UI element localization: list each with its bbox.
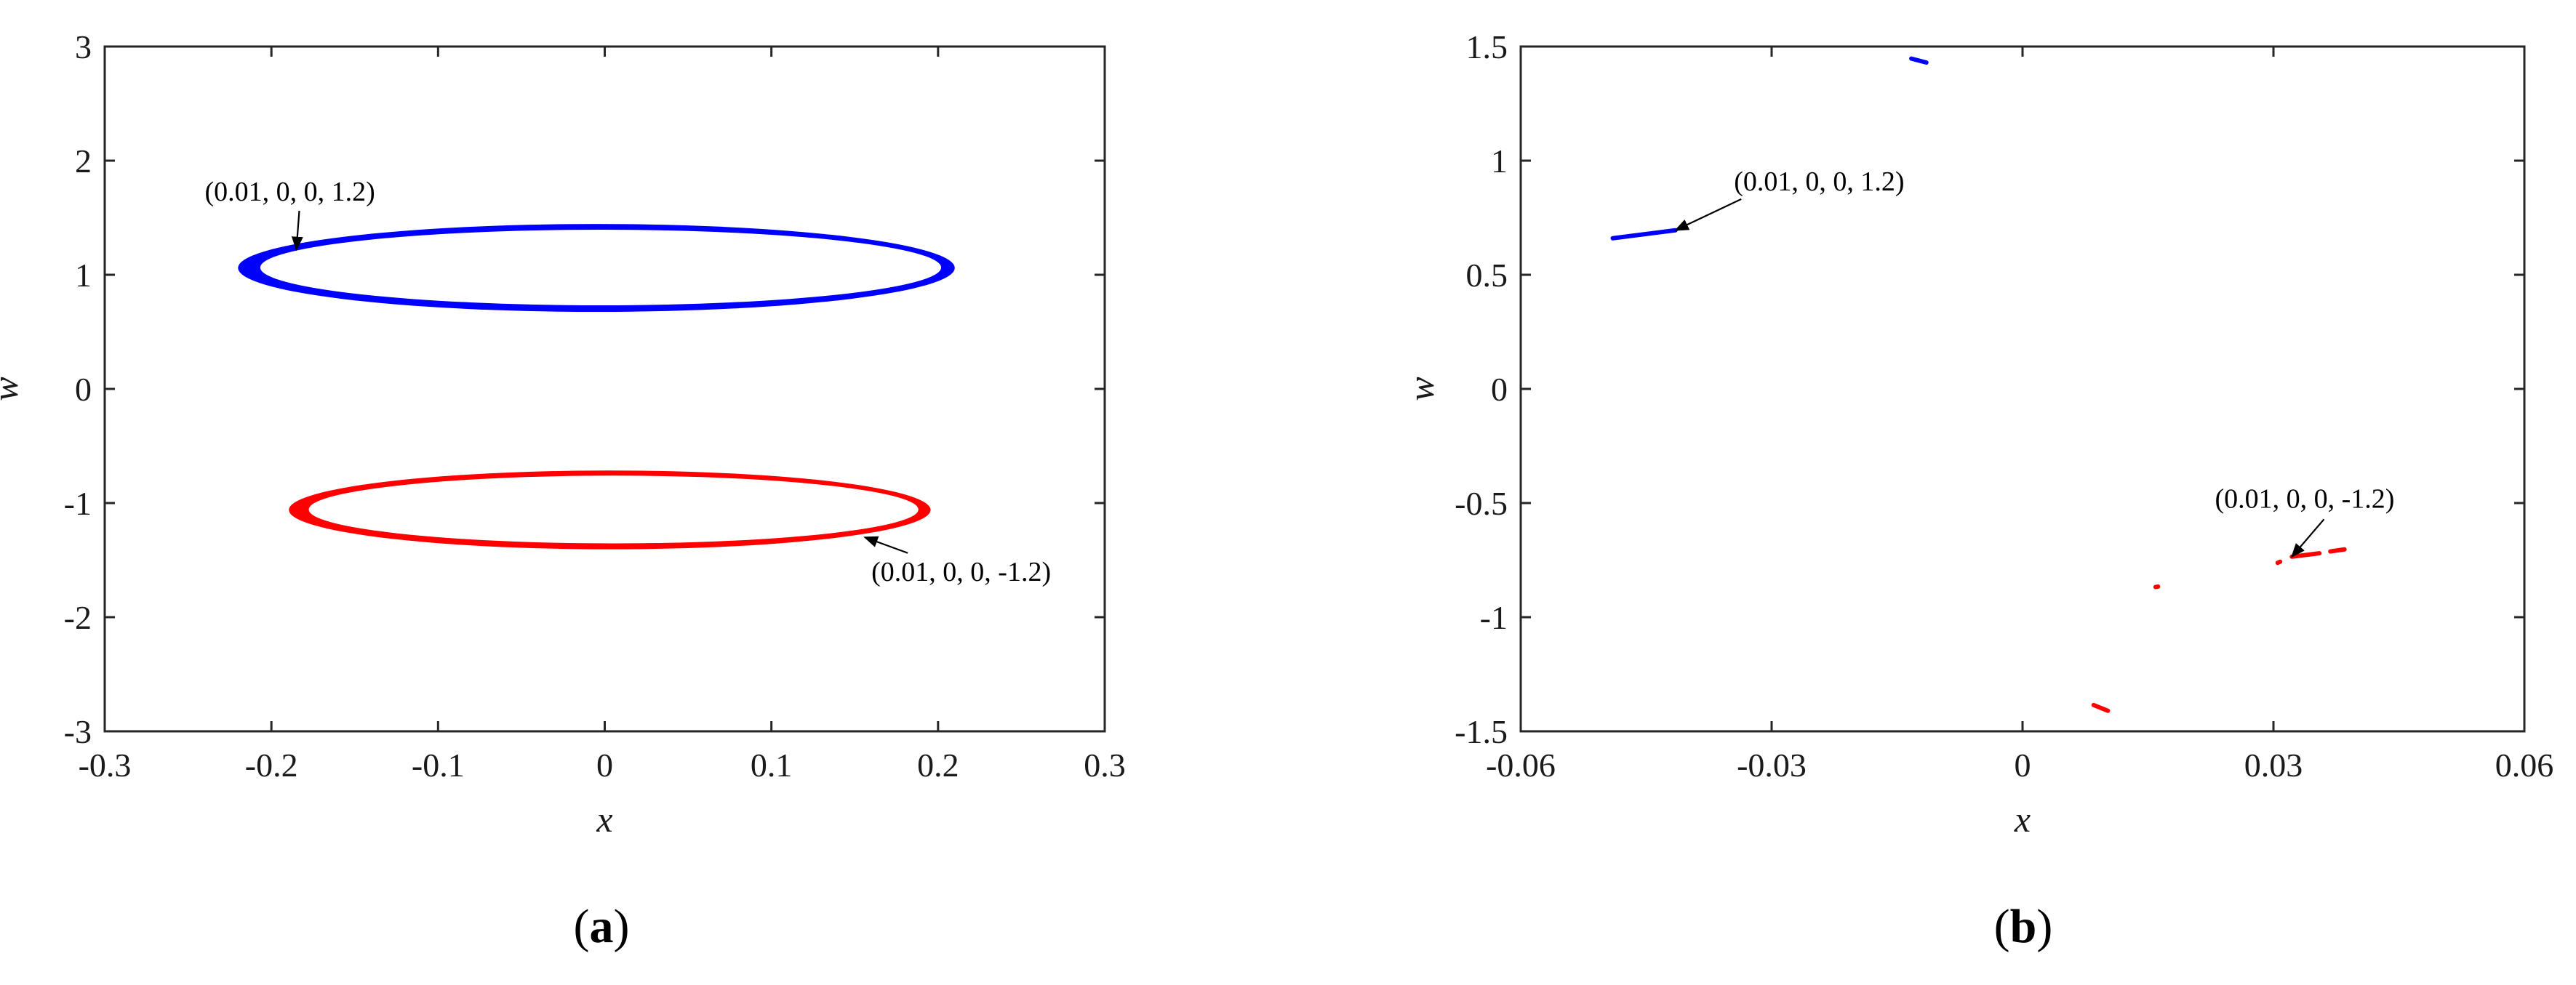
y-tick-label: 1 [1491,142,1508,180]
y-tick-label: 0.5 [1466,257,1508,294]
x-tick-label: 0.3 [1084,747,1126,784]
plot-frame [103,45,1106,733]
x-tick-label: 0 [2015,747,2031,784]
x-axis-label: x [596,799,612,840]
annotation-label: (0.01, 0, 0, 1.2) [205,177,375,207]
y-axis-label: w [0,377,25,401]
annotation-label: (0.01, 0, 0, 1.2) [1734,166,1904,197]
y-tick-label: 1.5 [1466,28,1508,65]
chart-panel-a: -0.3 -0.2 -0.1 0 0.1 0.2 0.3 -3 -2 -1 0 1 2 3 x w (0.01,… [0,28,1126,953]
annotation-arrow [1673,198,1742,231]
x-axis-label: x [2014,799,2031,840]
series-2-segment-1 [2289,551,2322,559]
x-tick-label: 0.06 [2495,747,2554,784]
y-tick-label: 0 [75,371,92,408]
y-tick-label: 0 [1491,371,1508,408]
x-tick-label: 0.03 [2244,747,2303,784]
y-tick-label: -3 [64,713,92,750]
panel-letter: a [590,900,614,953]
series-2-segment-5 [2091,702,2111,713]
y-tick-label: -1 [64,485,92,522]
x-tick-label: 0 [596,747,613,784]
x-tick-label: -0.2 [245,747,298,784]
x-tick-label: -0.1 [412,747,465,784]
y-tick-label: -1 [1480,599,1508,636]
series-2-segment-3 [2275,559,2283,566]
x-tick-label: -0.06 [1486,747,1556,784]
series-2-loop-interior [308,475,919,544]
panel-label: (b) [1994,900,2053,953]
annotation-arrow [863,536,908,554]
x-tick-label: 0.1 [751,747,793,784]
y-tick-label: -0.5 [1455,485,1508,522]
x-tick-label: -0.03 [1737,747,1807,784]
y-tick-label: -2 [64,599,92,636]
y-tick-label: 3 [75,28,92,65]
x-tick-label: -0.3 [79,747,132,784]
y-tick-label: -1.5 [1455,713,1508,750]
chart-panel-b: -0.06 -0.03 0 0.03 0.06 -1.5 -1 -0.5 0 0.5 1 1.5 x w (… [1401,28,2553,953]
annotation-label: (0.01, 0, 0, -1.2) [2215,483,2395,514]
series-1-segment-1 [1610,228,1678,241]
plot-frame [1519,45,2526,733]
y-tick-label: 2 [75,142,92,180]
x-tick-label: 0.2 [917,747,959,784]
annotation-arrow [2291,518,2325,558]
series-1-loop-interior [260,229,942,305]
panel-letter: b [2010,900,2037,953]
series-1-segment-2 [1909,56,1929,65]
y-axis-label: w [1401,377,1441,401]
annotation-arrow [291,210,303,252]
panel-label: (a) [574,900,630,953]
annotation-label: (0.01, 0, 0, -1.2) [871,557,1051,587]
y-tick-label: 1 [75,257,92,294]
series-2-segment-2 [2328,547,2347,554]
